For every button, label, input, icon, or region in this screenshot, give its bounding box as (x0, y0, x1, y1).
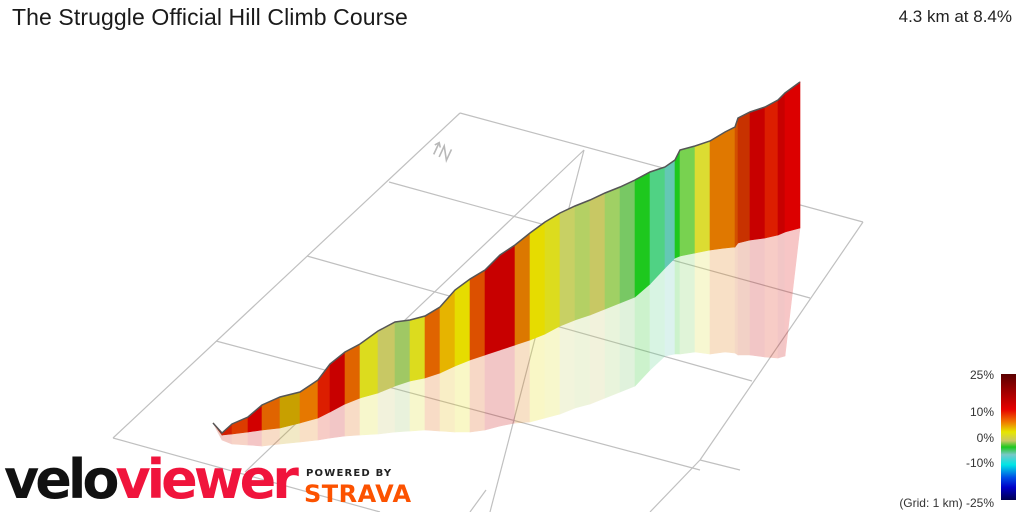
profile-segment (261, 396, 281, 431)
profile-segment (664, 159, 676, 269)
profile-ridge-line (212, 81, 801, 435)
reflection-segment (377, 385, 396, 435)
reflection-segment (749, 237, 766, 358)
grid-line (469, 489, 487, 512)
profile-segment (231, 416, 249, 435)
reflection-segment (694, 249, 711, 355)
reflection-segment (679, 252, 696, 355)
profile-segment (394, 319, 411, 387)
reflection-segment (574, 314, 591, 409)
reflection-segment (261, 427, 281, 447)
legend-label: -10% (965, 456, 994, 470)
profile-segment (649, 166, 666, 285)
legend-label: 10% (969, 405, 994, 419)
profile-segment (784, 81, 801, 233)
grid-line (649, 459, 701, 512)
reflection-segment (709, 247, 726, 355)
grid-line (112, 112, 461, 439)
profile-segment (619, 179, 636, 304)
profile-segment (359, 330, 379, 399)
profile-segment (484, 254, 501, 356)
reflection-segment (734, 242, 739, 356)
reflection-segment (634, 283, 651, 387)
profile-segment (679, 145, 696, 257)
profile-segment (674, 149, 681, 259)
profile-segment (424, 306, 441, 379)
profile-segment (749, 106, 766, 241)
profile-segment (529, 221, 546, 341)
reflection-segment (674, 255, 681, 355)
profile-segment (764, 99, 779, 239)
reflection-segment (499, 344, 516, 427)
reflection-segment (544, 325, 561, 419)
profile-segment (724, 126, 736, 249)
profile-segment (247, 404, 263, 433)
reflection-segment (469, 354, 486, 433)
profile-segment (734, 117, 739, 248)
profile-segment (777, 92, 786, 236)
veloviewer-logo[interactable]: veloviewer (4, 452, 299, 508)
profile-segment (574, 199, 591, 321)
profile-segment (439, 289, 456, 374)
profile-segment (409, 315, 426, 382)
reflection-segment (247, 429, 263, 447)
reflection-segment (359, 392, 379, 436)
reflection-segment (777, 231, 786, 359)
segment-stats: 4.3 km at 8.4% (898, 7, 1012, 26)
reflection-segment (514, 339, 531, 424)
reflection-segment (737, 239, 751, 356)
legend-label: 25% (969, 368, 994, 382)
reflection-segment (559, 319, 576, 415)
reflection-segment (439, 365, 456, 433)
grid-line (699, 221, 864, 461)
profile-segment (634, 171, 651, 298)
page-title: The Struggle Official Hill Climb Course (12, 4, 408, 30)
strava-logo[interactable]: STRAVA (304, 480, 412, 508)
legend-label: 0% (976, 431, 994, 445)
profile-segment (499, 244, 516, 351)
reflection-segment (344, 397, 361, 437)
grid-line (699, 459, 741, 471)
profile-segment (377, 321, 396, 394)
reflection-segment (529, 333, 546, 423)
profile-segment (737, 111, 751, 244)
reflection-segment (409, 377, 426, 432)
north-arrow-icon (432, 141, 453, 164)
reflection-segment (724, 246, 736, 354)
powered-by-label: POWERED BY (306, 468, 393, 479)
reflection-segment (649, 267, 666, 371)
reflection-segment (784, 227, 801, 357)
reflection-segment (664, 257, 676, 357)
profile-segment (589, 192, 606, 316)
reflection-segment (424, 372, 441, 432)
reflection-segment (619, 296, 636, 393)
grid-line (112, 437, 381, 512)
reflection-segment (764, 234, 779, 359)
gradient-color-bar (1001, 374, 1016, 500)
reflection-segment (394, 380, 411, 433)
reflection-segment (604, 302, 621, 399)
profile-segment (329, 351, 346, 413)
profile-reflection (212, 227, 801, 447)
reflection-segment (589, 308, 606, 405)
logo-viewer: viewer (115, 448, 298, 511)
profile-segment (454, 278, 471, 367)
elevation-profile-wall (212, 81, 801, 436)
profile-segment (559, 205, 576, 327)
profile-segment (344, 343, 361, 405)
reflection-segment (484, 349, 501, 431)
profile-segment (279, 391, 301, 429)
profile-segment (709, 131, 726, 251)
profile-segment (469, 269, 486, 361)
reflection-segment (221, 433, 233, 445)
profile-segment (604, 186, 621, 310)
profile-segment (694, 140, 711, 254)
reflection-segment (454, 359, 471, 433)
legend-label: (Grid: 1 km) -25% (899, 496, 994, 510)
profile-segment (544, 212, 561, 335)
profile-segment (514, 232, 531, 346)
logo-velo: velo (4, 448, 119, 511)
grid-line (215, 340, 701, 471)
